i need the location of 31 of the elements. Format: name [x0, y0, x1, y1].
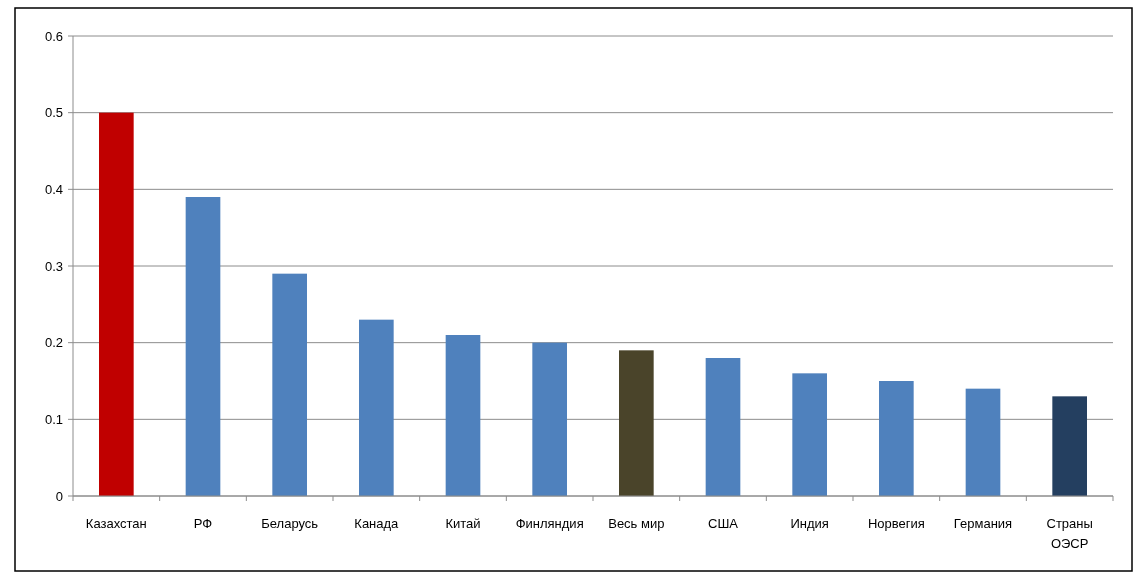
- x-tick-label: Финляндия: [515, 516, 584, 531]
- bar: [359, 319, 394, 496]
- bar: [532, 342, 567, 496]
- y-tick-label: 0.1: [44, 411, 63, 427]
- x-tick-label: США: [708, 516, 739, 531]
- x-tick-label: Весь мир: [608, 516, 665, 531]
- bar: [272, 273, 307, 496]
- y-tick-label: 0.4: [44, 181, 63, 197]
- x-tick-label: Канада: [354, 516, 400, 531]
- x-tick-label: Китай: [445, 516, 481, 531]
- bar: [99, 112, 134, 496]
- bar: [185, 197, 221, 496]
- bar: [879, 381, 914, 496]
- bar: [619, 350, 654, 496]
- x-tick-label: Беларусь: [261, 516, 319, 531]
- x-tick-label: Индия: [790, 516, 829, 531]
- y-tick-label: 0.3: [44, 258, 63, 274]
- bar: [792, 373, 827, 496]
- bar: [705, 358, 741, 496]
- x-tick-label: Норвегия: [867, 516, 925, 531]
- y-tick-label: 0.2: [44, 335, 63, 351]
- x-tick-label: РФ: [193, 516, 213, 531]
- bar: [965, 388, 1001, 496]
- y-tick-label: 0.6: [44, 28, 63, 44]
- y-tick-label: 0: [55, 488, 63, 504]
- x-tick-label: Германия: [953, 516, 1013, 531]
- bar: [445, 335, 481, 496]
- y-tick-label: 0.5: [44, 105, 63, 121]
- bar: [1052, 396, 1087, 496]
- x-tick-label: Страны ОЭСР: [1046, 516, 1093, 551]
- x-tick-label: Казахстан: [85, 516, 147, 531]
